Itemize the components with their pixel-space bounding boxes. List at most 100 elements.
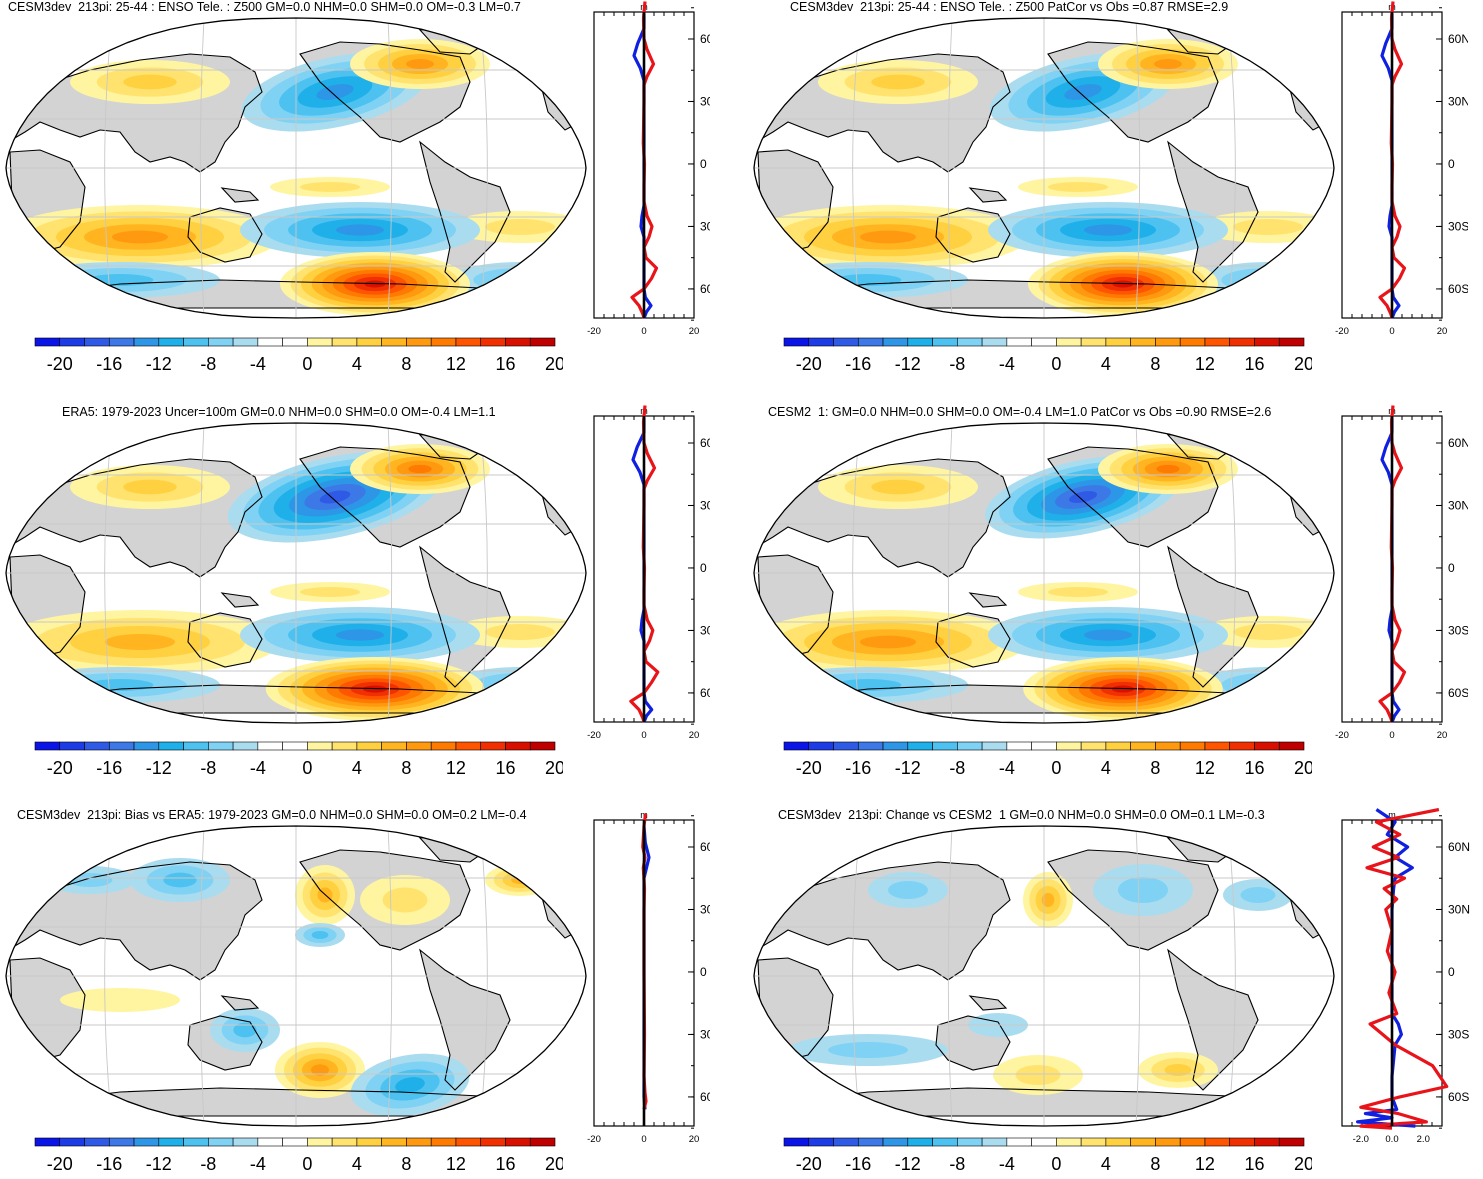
profile-lat-label: 60S [700,1090,710,1104]
colorbar-tick-label: 4 [352,1154,362,1174]
colorbar-swatch [957,1137,983,1147]
longitude-line [479,18,488,318]
profile-lat-label: 30S [700,623,710,637]
colorbar-swatch [1155,337,1181,347]
colorbar-swatch [932,337,958,347]
colorbar-swatch [529,741,556,751]
anomaly-contour [1041,893,1055,907]
robinson-map [748,417,1340,735]
colorbar-tick-label: 0 [1051,354,1061,374]
colorbar-swatch [1080,741,1107,751]
colorbar-swatch [307,1137,333,1147]
colorbar-tick-label: -16 [96,354,122,374]
colorbar-tick-label: 8 [1150,758,1160,778]
profile-x-label: -20 [587,326,601,337]
anomaly-contour [1048,182,1108,192]
colorbar-tick-label: 4 [1101,354,1111,374]
panel-title: CESM3dev_213pi: 25-44 : ENSO Tele. : Z50… [790,0,1229,14]
coastline [754,458,1011,578]
colorbar-swatch [1056,1137,1082,1147]
colorbar-tick-label: 16 [495,1154,515,1174]
colorbar-swatch [808,741,834,751]
colorbar-swatch [282,1137,308,1147]
colorbar-swatch [1278,1137,1305,1147]
colorbar-swatch [158,741,184,751]
profile-lat-label: 60S [1448,1090,1469,1104]
colorbar-tick-label: 4 [352,758,362,778]
robinson-map [0,417,592,735]
colorbar-tick-label: -20 [47,1154,73,1174]
profile-lat-label: 60N [700,32,710,46]
coastline [220,995,260,1011]
coastline [968,187,1008,203]
anomaly-contour [60,988,180,1012]
colorbar-tick-label: -12 [146,354,172,374]
colorbar-tick-label: 0 [302,354,312,374]
colorbar-swatch [232,337,259,347]
colorbar-swatch [981,1137,1008,1147]
profile-x-label: 0 [641,326,646,337]
longitude-line [1135,826,1141,1126]
anomaly-contour [336,224,384,236]
colorbar-tick-label: 20 [1294,354,1312,374]
coastline [220,592,260,608]
panel-title: CESM3dev_213pi: Change vs CESM2_1 GM=0.0… [778,808,1265,822]
map-content [6,826,586,1126]
colorbar-tick-label: 8 [401,758,411,778]
colorbar-swatch [158,1137,184,1147]
land-shape [970,996,1006,1010]
colorbar-swatch [857,337,884,347]
colorbar-tick-label: -4 [999,1154,1015,1174]
anomaly-contour [112,230,168,244]
coastline [419,545,511,688]
colorbar-swatch [307,337,333,347]
colorbar: -20 -16 -12 -8 -4 0 4 8 12 16 20 [34,337,563,374]
colorbar-tick-label: 12 [446,1154,466,1174]
longitude-line [1135,423,1141,723]
coastline [187,612,263,668]
anomaly-contour [1084,224,1132,236]
colorbar-swatch [406,741,432,751]
longitude-line [199,826,205,1126]
colorbar-tick-label: 8 [1150,354,1160,374]
colorbar-swatch [232,741,259,751]
coastline [1047,446,1219,548]
anomaly-contour [1233,624,1303,640]
map-content [754,18,1334,318]
profile-lat-label: 30N [1448,902,1470,916]
colorbar-swatch [1105,741,1131,751]
coastline [766,1087,1326,1117]
anomaly-contour [485,219,555,235]
colorbar-swatch [857,1137,884,1147]
colorbar-swatch [331,1137,358,1147]
map-border [753,422,1335,724]
profile-curve-red [1378,1,1407,319]
robinson-map [0,12,592,330]
colorbar-tick-label: -20 [796,1154,822,1174]
anomaly-contour [1064,84,1102,100]
profile-lat-label: 30S [1448,219,1468,233]
colorbar-swatch [1278,337,1305,347]
graticule [754,423,1334,723]
profile-lat-label: 60S [1448,686,1468,700]
longitude-line [1227,826,1236,1126]
colorbar-tick-label: -16 [845,758,871,778]
colorbar-swatch [108,1137,135,1147]
land-shape [420,142,510,282]
colorbar-swatch [59,337,85,347]
colorbar-swatch [957,337,983,347]
colorbar-swatch [1105,1137,1131,1147]
colorbar-tick-label: -16 [96,758,122,778]
profile-lat-label: 0 [1448,561,1455,575]
colorbar-tick-label: 0 [1051,758,1061,778]
colorbar-tick-label: 12 [446,758,466,778]
anomaly-contour [1015,1065,1061,1085]
colorbar-swatch [208,1137,234,1147]
colorbar-swatch [1056,741,1082,751]
coastline [935,207,1011,263]
colorbar-swatch [505,741,531,751]
coastline [968,592,1008,608]
profile-x-label: 2.0 [1417,1134,1430,1145]
colorbar-swatch [455,741,482,751]
